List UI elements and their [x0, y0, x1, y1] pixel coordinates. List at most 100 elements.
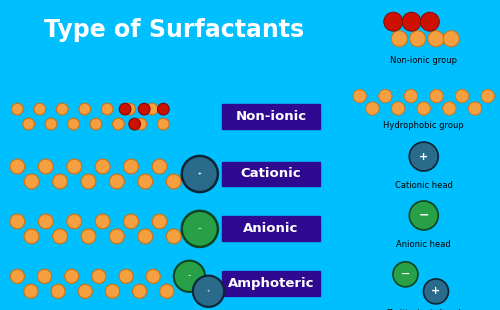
Ellipse shape	[120, 103, 131, 115]
Ellipse shape	[96, 159, 110, 174]
Ellipse shape	[193, 276, 224, 307]
Ellipse shape	[152, 159, 167, 174]
Ellipse shape	[10, 214, 25, 229]
Ellipse shape	[78, 284, 92, 298]
Ellipse shape	[410, 31, 426, 47]
Ellipse shape	[378, 90, 392, 103]
Ellipse shape	[102, 103, 113, 115]
Ellipse shape	[410, 142, 438, 171]
FancyBboxPatch shape	[222, 162, 320, 187]
Ellipse shape	[24, 174, 39, 189]
Ellipse shape	[135, 118, 146, 130]
Ellipse shape	[51, 284, 65, 298]
Ellipse shape	[158, 118, 169, 130]
Ellipse shape	[67, 159, 82, 174]
Ellipse shape	[166, 174, 181, 189]
Ellipse shape	[23, 118, 34, 130]
Ellipse shape	[52, 229, 68, 244]
Ellipse shape	[456, 90, 469, 103]
Ellipse shape	[106, 284, 120, 298]
FancyBboxPatch shape	[222, 216, 320, 241]
Ellipse shape	[81, 229, 96, 244]
Ellipse shape	[96, 214, 110, 229]
Ellipse shape	[393, 262, 418, 287]
Ellipse shape	[67, 214, 82, 229]
Ellipse shape	[124, 159, 138, 174]
Ellipse shape	[112, 118, 124, 130]
Ellipse shape	[152, 214, 167, 229]
Ellipse shape	[138, 103, 150, 115]
Ellipse shape	[110, 174, 124, 189]
Ellipse shape	[353, 90, 366, 103]
Ellipse shape	[424, 279, 448, 304]
Ellipse shape	[174, 261, 205, 292]
Text: +: +	[432, 286, 440, 296]
Text: Type of Surfactants: Type of Surfactants	[44, 18, 304, 42]
Ellipse shape	[182, 156, 218, 192]
Ellipse shape	[10, 159, 25, 174]
Ellipse shape	[119, 269, 133, 283]
Ellipse shape	[410, 201, 438, 230]
Ellipse shape	[38, 214, 53, 229]
Text: −: −	[188, 274, 191, 278]
Text: +: +	[198, 171, 202, 176]
Ellipse shape	[124, 103, 136, 115]
Ellipse shape	[442, 102, 456, 115]
Ellipse shape	[392, 31, 407, 47]
Ellipse shape	[79, 103, 90, 115]
Ellipse shape	[146, 269, 160, 283]
Ellipse shape	[10, 269, 24, 283]
Text: −: −	[198, 226, 202, 231]
Ellipse shape	[138, 174, 152, 189]
Ellipse shape	[38, 159, 53, 174]
Ellipse shape	[428, 31, 444, 47]
Text: +: +	[419, 152, 428, 162]
Text: Hydrophobic group: Hydrophobic group	[384, 121, 464, 130]
Text: Cationic head: Cationic head	[395, 181, 452, 191]
Ellipse shape	[132, 284, 146, 298]
Ellipse shape	[417, 102, 430, 115]
Ellipse shape	[182, 211, 218, 247]
FancyBboxPatch shape	[222, 271, 320, 296]
Ellipse shape	[430, 90, 443, 103]
Text: Non-ionic: Non-ionic	[236, 110, 306, 123]
Ellipse shape	[56, 103, 68, 115]
Text: −: −	[401, 269, 410, 279]
Ellipse shape	[90, 118, 102, 130]
Ellipse shape	[24, 284, 38, 298]
Ellipse shape	[124, 214, 138, 229]
Ellipse shape	[138, 229, 152, 244]
Ellipse shape	[146, 103, 158, 115]
Ellipse shape	[481, 90, 494, 103]
Ellipse shape	[404, 90, 417, 103]
Text: Zwitterionic head: Zwitterionic head	[387, 308, 460, 310]
Ellipse shape	[12, 103, 23, 115]
Ellipse shape	[468, 102, 481, 115]
Ellipse shape	[160, 284, 174, 298]
Ellipse shape	[166, 229, 181, 244]
Ellipse shape	[24, 229, 39, 244]
Text: Anionic head: Anionic head	[396, 240, 451, 250]
Ellipse shape	[392, 102, 405, 115]
FancyBboxPatch shape	[222, 104, 320, 129]
Ellipse shape	[366, 102, 379, 115]
Ellipse shape	[92, 269, 106, 283]
Ellipse shape	[52, 174, 68, 189]
Ellipse shape	[64, 269, 79, 283]
Ellipse shape	[129, 118, 140, 130]
Text: +: +	[207, 289, 210, 293]
Text: Non-ionic group: Non-ionic group	[390, 56, 457, 65]
Ellipse shape	[384, 12, 402, 31]
Text: −: −	[418, 209, 429, 222]
Ellipse shape	[34, 103, 46, 115]
Ellipse shape	[38, 269, 52, 283]
Text: Cationic: Cationic	[240, 167, 302, 180]
Text: Amphoteric: Amphoteric	[228, 277, 314, 290]
Ellipse shape	[68, 118, 80, 130]
Ellipse shape	[110, 229, 124, 244]
Text: Anionic: Anionic	[244, 222, 298, 235]
Ellipse shape	[443, 31, 459, 47]
Ellipse shape	[420, 12, 440, 31]
Ellipse shape	[81, 174, 96, 189]
Ellipse shape	[45, 118, 57, 130]
